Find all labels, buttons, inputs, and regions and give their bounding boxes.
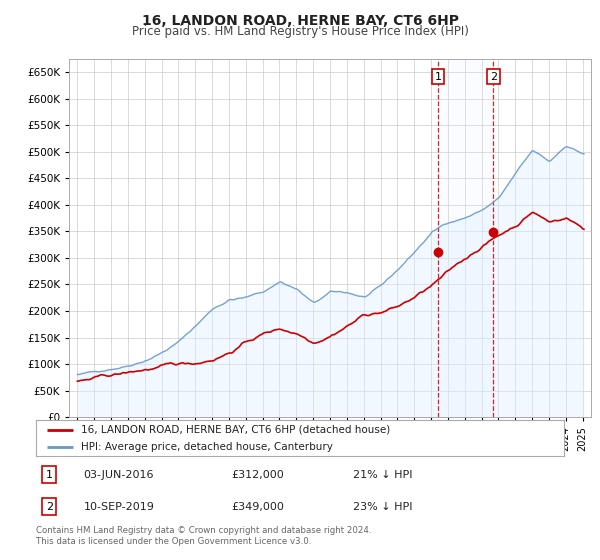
- Bar: [438, 59, 493, 417]
- Text: 1: 1: [434, 72, 442, 82]
- Text: 23% ↓ HPI: 23% ↓ HPI: [353, 502, 412, 511]
- Text: 16, LANDON ROAD, HERNE BAY, CT6 6HP: 16, LANDON ROAD, HERNE BAY, CT6 6HP: [142, 14, 458, 28]
- Text: 2: 2: [46, 502, 53, 511]
- Text: 21% ↓ HPI: 21% ↓ HPI: [353, 470, 412, 479]
- Text: This data is licensed under the Open Government Licence v3.0.: This data is licensed under the Open Gov…: [36, 538, 311, 547]
- Text: Contains HM Land Registry data © Crown copyright and database right 2024.: Contains HM Land Registry data © Crown c…: [36, 526, 371, 535]
- Text: 2: 2: [490, 72, 497, 82]
- Text: Price paid vs. HM Land Registry's House Price Index (HPI): Price paid vs. HM Land Registry's House …: [131, 25, 469, 38]
- Text: 10-SEP-2019: 10-SEP-2019: [83, 502, 154, 511]
- Text: £349,000: £349,000: [232, 502, 284, 511]
- Text: 03-JUN-2016: 03-JUN-2016: [83, 470, 154, 479]
- Text: HPI: Average price, detached house, Canterbury: HPI: Average price, detached house, Cant…: [81, 442, 333, 451]
- Text: £312,000: £312,000: [232, 470, 284, 479]
- Text: 16, LANDON ROAD, HERNE BAY, CT6 6HP (detached house): 16, LANDON ROAD, HERNE BAY, CT6 6HP (det…: [81, 425, 390, 435]
- Text: 1: 1: [46, 470, 53, 479]
